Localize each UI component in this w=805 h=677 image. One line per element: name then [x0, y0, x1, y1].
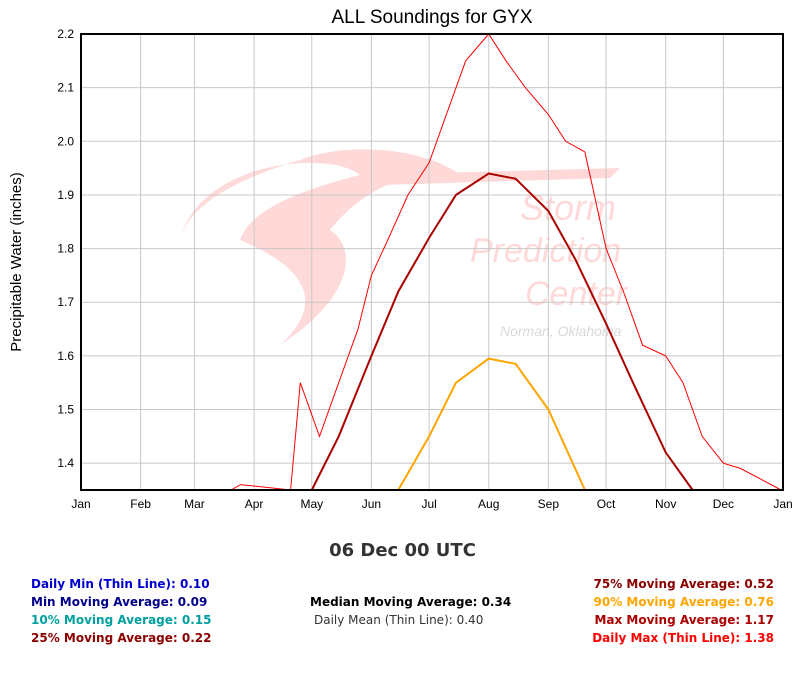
- x-tick-label: Feb: [130, 497, 151, 511]
- stat-10pct-moving-average: 10% Moving Average: 0.15: [31, 613, 212, 627]
- x-tick-label: Jul: [421, 497, 436, 511]
- y-tick-label: 1.9: [57, 188, 74, 202]
- y-tick-label: 1.6: [57, 349, 74, 363]
- stat-min-moving-average: Min Moving Average: 0.09: [31, 595, 208, 609]
- chart-title: ALL Soundings for GYX: [331, 7, 532, 28]
- x-tick-label: Nov: [655, 497, 676, 511]
- y-tick-label: 2.0: [57, 134, 74, 148]
- stat-max-moving-average: Max Moving Average: 1.17: [594, 613, 774, 627]
- x-tick-label: Jun: [362, 497, 381, 511]
- stat-daily-min: Daily Min (Thin Line): 0.10: [31, 577, 210, 591]
- chart: Storm Prediction Center Norman, Oklahoma…: [8, 7, 793, 511]
- spc-watermark: Storm Prediction Center Norman, Oklahoma: [180, 149, 629, 345]
- x-tick-label: Jan: [773, 497, 792, 511]
- series-daily-max-thin-line: [81, 33, 782, 491]
- y-tick-label: 2.2: [57, 27, 74, 41]
- stat-75pct-moving-average: 75% Moving Average: 0.52: [593, 577, 774, 591]
- series-layer: [81, 33, 782, 491]
- x-tick-label: Oct: [597, 497, 616, 511]
- watermark-location: Norman, Oklahoma: [500, 323, 622, 339]
- x-tick-label: Aug: [478, 497, 499, 511]
- y-axis-label: Precipitable Water (inches): [8, 172, 25, 352]
- y-tick-label: 1.4: [57, 456, 74, 470]
- x-tick-label: Mar: [184, 497, 205, 511]
- tick-labels: Jan Feb Mar Apr May Jun Jul Aug Sep Oct Nov Dec Jan 2…: [57, 27, 792, 511]
- stat-daily-max: Daily Max (Thin Line): 1.38: [592, 631, 774, 645]
- x-tick-label: Jan: [71, 497, 90, 511]
- watermark-storm: Storm: [520, 187, 616, 228]
- series-90-moving-average: [397, 357, 586, 491]
- watermark-prediction: Prediction: [470, 232, 621, 270]
- y-tick-label: 1.7: [57, 295, 74, 309]
- x-tick-label: Sep: [538, 497, 560, 511]
- stat-90pct-moving-average: 90% Moving Average: 0.76: [593, 595, 774, 609]
- stat-daily-mean: Daily Mean (Thin Line): 0.40: [314, 613, 484, 627]
- x-tick-label: May: [300, 497, 323, 511]
- stat-median-moving-average: Median Moving Average: 0.34: [310, 595, 512, 609]
- x-tick-label: Apr: [245, 497, 264, 511]
- plot-frame: [80, 33, 784, 491]
- series-max-moving-average: [310, 172, 694, 491]
- watermark-center: Center: [525, 275, 629, 313]
- y-tick-label: 1.8: [57, 242, 74, 256]
- y-tick-label: 2.1: [57, 81, 74, 95]
- grid: [80, 33, 784, 490]
- x-tick-label: Dec: [713, 497, 734, 511]
- y-tick-label: 1.5: [57, 403, 74, 417]
- stat-25pct-moving-average: 25% Moving Average: 0.22: [31, 631, 212, 645]
- date-heading: 06 Dec 00 UTC: [329, 540, 476, 561]
